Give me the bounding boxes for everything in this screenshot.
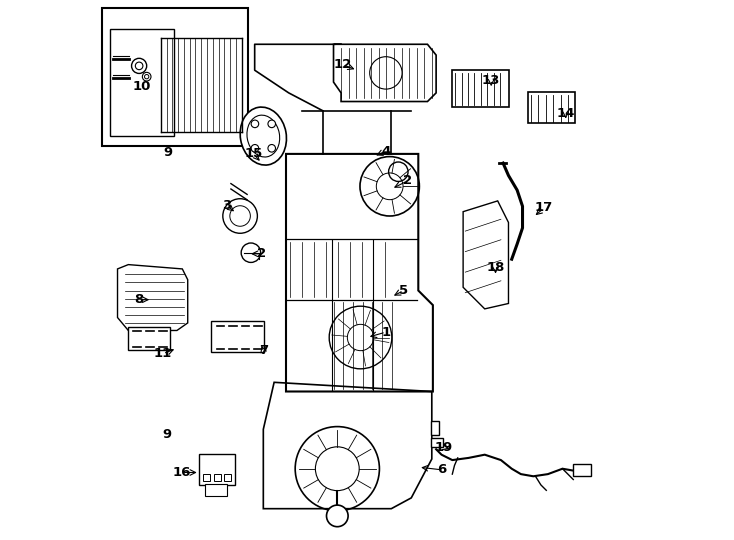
Bar <box>128 327 170 350</box>
Circle shape <box>131 58 147 73</box>
Text: 3: 3 <box>222 199 231 212</box>
Circle shape <box>142 72 151 81</box>
Bar <box>203 474 210 481</box>
Text: 2: 2 <box>257 247 266 260</box>
Text: 4: 4 <box>381 145 390 158</box>
Bar <box>214 474 221 481</box>
Text: 13: 13 <box>482 75 501 87</box>
Ellipse shape <box>247 115 280 157</box>
Text: 15: 15 <box>244 147 263 160</box>
Circle shape <box>135 62 143 70</box>
Ellipse shape <box>240 107 286 165</box>
Bar <box>528 92 575 123</box>
Text: 19: 19 <box>435 441 453 454</box>
Bar <box>573 464 591 476</box>
Bar <box>431 421 439 435</box>
Text: 17: 17 <box>535 201 553 214</box>
Bar <box>225 474 231 481</box>
Text: 16: 16 <box>172 466 191 479</box>
Text: 7: 7 <box>259 345 268 357</box>
Text: 5: 5 <box>399 284 408 297</box>
Text: 11: 11 <box>153 347 172 360</box>
Bar <box>205 484 227 496</box>
Text: 12: 12 <box>333 58 352 71</box>
Text: 18: 18 <box>487 261 505 274</box>
Text: 9: 9 <box>163 428 172 441</box>
Text: 2: 2 <box>403 174 412 187</box>
Circle shape <box>268 145 275 152</box>
Circle shape <box>251 120 258 127</box>
Bar <box>211 321 264 352</box>
Circle shape <box>145 75 149 79</box>
Bar <box>110 29 174 136</box>
Bar <box>452 70 509 107</box>
Circle shape <box>327 505 348 526</box>
Text: 8: 8 <box>134 293 144 306</box>
Text: 10: 10 <box>132 80 150 93</box>
Bar <box>103 8 248 146</box>
Text: 6: 6 <box>437 463 446 476</box>
Circle shape <box>251 145 258 152</box>
Circle shape <box>268 120 275 127</box>
Text: 9: 9 <box>164 146 172 159</box>
Text: 14: 14 <box>556 107 575 120</box>
Bar <box>431 438 443 447</box>
Bar <box>198 454 235 485</box>
Text: 1: 1 <box>382 326 390 339</box>
